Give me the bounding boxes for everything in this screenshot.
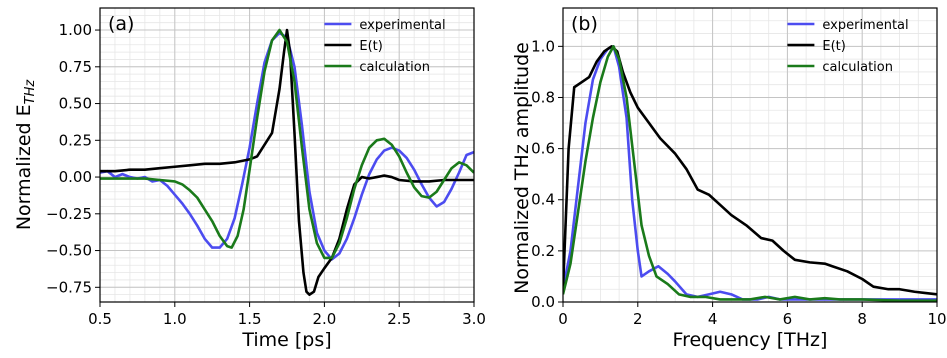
panel-b-series-line-et: [563, 45, 937, 296]
panel-a-grid: [99, 7, 475, 303]
panel-a-y-tick-label: −0.50: [46, 242, 92, 260]
panel-b-y-tick-label: 0.2: [531, 242, 555, 260]
panel-b-axes-frame: [562, 7, 938, 303]
panel-b-x-tick-label: 6: [783, 310, 793, 328]
panel-a-legend: experimental E(t) calculation: [324, 18, 446, 75]
panel-a-x-tick-label: 1.0: [163, 310, 187, 328]
panel-a-x-tick-label: 2.0: [312, 310, 336, 328]
panel-b-x-tick-label: 0: [558, 310, 568, 328]
panel-b-legend-entry: E(t): [822, 39, 845, 54]
panel-a-x-tick-label: 2.5: [387, 310, 411, 328]
panel-b-y-tick-label: 1.0: [531, 37, 555, 55]
panel-a-panel-label: (a): [108, 13, 134, 35]
panel-b-legend-entry: experimental: [822, 18, 908, 33]
panel-a-legend-entry: experimental: [359, 18, 445, 33]
panel-b-x-tick-label: 8: [857, 310, 867, 328]
panel-a-y-tick-label: 0.00: [59, 168, 92, 186]
panel-b-y-tick-label: 0.8: [531, 88, 555, 106]
panel-b-legend-entry: calculation: [822, 60, 893, 75]
panel-b-panel-label: (b): [571, 13, 598, 35]
panel-b-x-tick-label: 4: [708, 310, 718, 328]
panel-a-y-axis-label-sub: THz: [23, 79, 38, 105]
panel-b-grid: [562, 7, 938, 303]
panel-a-y-tick-label: 1.00: [59, 21, 92, 39]
panel-a-x-tick-label: 3.0: [462, 310, 486, 328]
panel-b-series-line-experimental: [563, 45, 937, 301]
panel-b-y-axis-label: Normalized THz amplitude: [511, 42, 533, 294]
panel-a-series-line-calculation: [100, 28, 474, 260]
panel-b-x-tick-label: 10: [927, 310, 946, 328]
panel-a-axes-frame: [99, 7, 475, 303]
panel-b-series-group: [563, 45, 937, 302]
panel-b-legend: experimental E(t) calculation: [787, 18, 909, 75]
panel-a-y-tick-label: 0.25: [59, 131, 92, 149]
panel-b-y-tick-label: 0.4: [531, 191, 555, 209]
panel-a-legend-entry: calculation: [359, 60, 430, 75]
panel-b-chart: 0 2 4 6 8 10 0.0 0.2 0.4 0.6 0.8 1.0 Frequency [THz]…: [511, 7, 947, 351]
panel-a-legend-entry: E(t): [359, 39, 382, 54]
panel-b-y-tick-label: 0.0: [531, 293, 555, 311]
panel-a-x-tick-label: 0.5: [88, 310, 112, 328]
panel-b-series-line-calculation: [563, 45, 937, 302]
panel-b-y-tick-label: 0.6: [531, 140, 555, 158]
panel-a-series-group: [100, 28, 474, 296]
panel-a-y-tick-label: 0.50: [59, 95, 92, 113]
panel-a-series-line-et: [100, 28, 474, 296]
panel-a-chart: 0.5 1.0 1.5 2.0 2.5 3.0 −0.75 −0.50 −0.25 0.00 0.2…: [13, 7, 486, 351]
panel-a-y-tick-label: −0.25: [46, 205, 92, 223]
panel-a-y-tick-label: 0.75: [59, 58, 92, 76]
panel-a-y-axis-label: Normalized ETHz: [13, 79, 38, 231]
panel-a-x-axis-label: Time [ps]: [241, 329, 331, 351]
panel-b-x-axis-label: Frequency [THz]: [673, 329, 828, 351]
panel-a-x-tick-label: 1.5: [238, 310, 262, 328]
panel-a-y-tick-label: −0.75: [46, 278, 92, 296]
panel-b-x-tick-label: 2: [633, 310, 643, 328]
